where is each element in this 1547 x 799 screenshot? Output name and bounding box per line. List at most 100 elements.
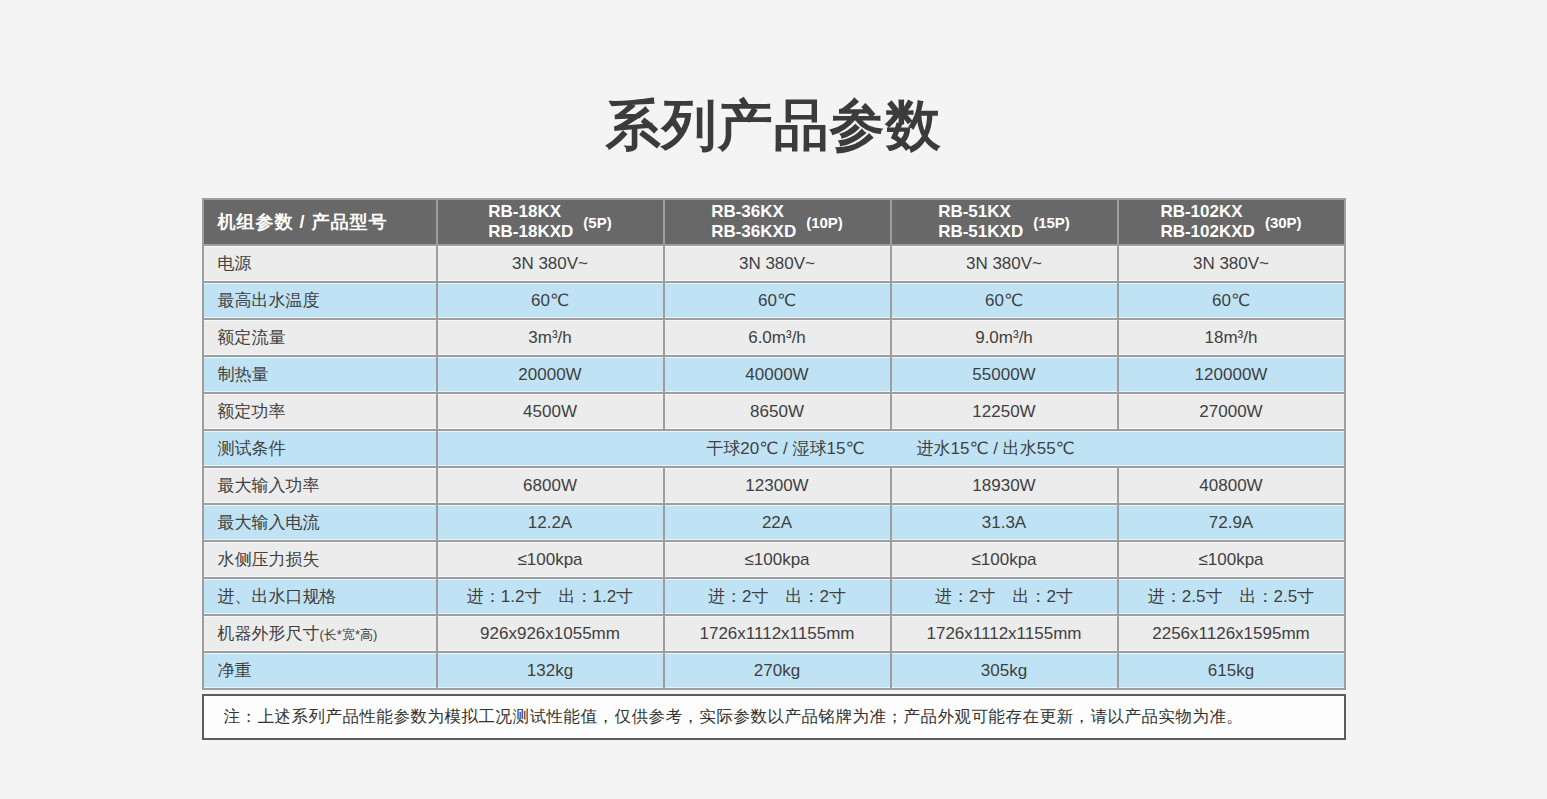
value-cell: ≤100kpa — [892, 542, 1117, 577]
table-row: 水侧压力损失≤100kpa≤100kpa≤100kpa≤100kpa — [204, 542, 1344, 577]
spec-table: 机组参数 / 产品型号 RB-18KX RB-18KXD (5P) RB-3 — [202, 198, 1346, 690]
value-cell: 12250W — [892, 394, 1117, 429]
model-name-line1: RB-51KX — [938, 202, 1023, 222]
value-cell: 270kg — [665, 653, 890, 688]
value-cell: 8650W — [665, 394, 890, 429]
value-cell: 进：2寸 出：2寸 — [665, 579, 890, 614]
table-row: 制热量20000W40000W55000W120000W — [204, 357, 1344, 392]
table-row: 测试条件 干球20℃ / 湿球15℃ 进水15℃ / 出水55℃ — [204, 431, 1344, 466]
table-row: 额定流量 3m³/h6.0m³/h9.0m³/h18m³/h — [204, 320, 1344, 355]
model-name-line2: RB-51KXD — [938, 222, 1023, 242]
row-label-cell: 最高出水温度 — [204, 283, 436, 318]
value-cell: ≤100kpa — [1119, 542, 1344, 577]
model-name-line1: RB-36KX — [711, 202, 796, 222]
row-label: 电源 — [218, 254, 252, 273]
model-name-line2: RB-18KXD — [488, 222, 573, 242]
row-label: 进、出水口规格 — [218, 587, 337, 606]
value-cell: 6.0m³/h — [665, 320, 890, 355]
table-row: 净重 132kg270kg305kg615kg — [204, 653, 1344, 688]
value-cell: 12.2A — [438, 505, 663, 540]
row-label-cell: 水侧压力损失 — [204, 542, 436, 577]
table-row: 最大输入电流 12.2A22A31.3A72.9A — [204, 505, 1344, 540]
value-cell: 18m³/h — [1119, 320, 1344, 355]
row-label: 最大输入电流 — [218, 513, 320, 532]
row-label-cell: 制热量 — [204, 357, 436, 392]
model-name-line2: RB-102KXD — [1160, 222, 1254, 242]
model-name-line1: RB-102KX — [1160, 202, 1254, 222]
header-model-cell-2: RB-36KX RB-36KXD (10P) — [665, 200, 890, 244]
row-label-cell: 最大输入功率 — [204, 468, 436, 503]
model-power-rating: (5P) — [583, 214, 611, 231]
value-cell: 72.9A — [1119, 505, 1344, 540]
merged-value-part: 干球20℃ / 湿球15℃ — [706, 439, 864, 458]
value-cell: ≤100kpa — [438, 542, 663, 577]
value-cell: 132kg — [438, 653, 663, 688]
model-name-line2: RB-36KXD — [711, 222, 796, 242]
value-cell: 进：2.5寸 出：2.5寸 — [1119, 579, 1344, 614]
row-label: 水侧压力损失 — [218, 550, 320, 569]
note-text: 注：上述系列产品性能参数为模拟工况测试性能值，仅供参考，实际参数以产品铭牌为准；… — [224, 706, 1244, 728]
value-cell: 22A — [665, 505, 890, 540]
row-label-cell: 机器外形尺寸(长*宽*高) — [204, 616, 436, 651]
value-cell: 926x926x1055mm — [438, 616, 663, 651]
table-row: 电源3N 380V~3N 380V~3N 380V~3N 380V~ — [204, 246, 1344, 281]
value-cell: 55000W — [892, 357, 1117, 392]
value-cell: 615kg — [1119, 653, 1344, 688]
value-cell: 3m³/h — [438, 320, 663, 355]
value-cell: 3N 380V~ — [1119, 246, 1344, 281]
value-cell: 9.0m³/h — [892, 320, 1117, 355]
row-label-cell: 最大输入电流 — [204, 505, 436, 540]
header-model-cell-3: RB-51KX RB-51KXD (15P) — [892, 200, 1117, 244]
header-label-cell: 机组参数 / 产品型号 — [204, 200, 436, 244]
header-model-cell-4: RB-102KX RB-102KXD (30P) — [1119, 200, 1344, 244]
value-cell: 进：1.2寸 出：1.2寸 — [438, 579, 663, 614]
row-label: 净重 — [218, 661, 252, 680]
value-cell: 1726x1112x1155mm — [892, 616, 1117, 651]
table-row: 最高出水温度60℃60℃60℃60℃ — [204, 283, 1344, 318]
value-cell: 1726x1112x1155mm — [665, 616, 890, 651]
value-cell: 20000W — [438, 357, 663, 392]
value-cell: 120000W — [1119, 357, 1344, 392]
row-label-cell: 电源 — [204, 246, 436, 281]
value-cell: 6800W — [438, 468, 663, 503]
value-cell: 305kg — [892, 653, 1117, 688]
value-cell: 3N 380V~ — [892, 246, 1117, 281]
header-label: 机组参数 / 产品型号 — [204, 210, 436, 234]
value-cell: 27000W — [1119, 394, 1344, 429]
note-box: 注：上述系列产品性能参数为模拟工况测试性能值，仅供参考，实际参数以产品铭牌为准；… — [202, 694, 1346, 740]
model-name-line1: RB-18KX — [488, 202, 573, 222]
spec-table-head: 机组参数 / 产品型号 RB-18KX RB-18KXD (5P) RB-3 — [204, 200, 1344, 244]
value-cell: 40800W — [1119, 468, 1344, 503]
value-cell: 4500W — [438, 394, 663, 429]
row-label: 额定功率 — [218, 402, 286, 421]
model-power-rating: (10P) — [806, 214, 843, 231]
row-label: 额定流量 — [218, 328, 286, 347]
table-row: 机器外形尺寸(长*宽*高)926x926x1055mm1726x1112x115… — [204, 616, 1344, 651]
value-cell: 60℃ — [665, 283, 890, 318]
merged-value-part: 进水15℃ / 出水55℃ — [917, 439, 1075, 458]
row-label: 制热量 — [218, 365, 269, 384]
value-cell: 60℃ — [892, 283, 1117, 318]
spec-table-body: 电源3N 380V~3N 380V~3N 380V~3N 380V~最高出水温度… — [204, 246, 1344, 688]
value-cell: 60℃ — [1119, 283, 1344, 318]
row-label-cell: 进、出水口规格 — [204, 579, 436, 614]
page-title: 系列产品参数 — [0, 0, 1547, 158]
value-cell: 60℃ — [438, 283, 663, 318]
value-cell: ≤100kpa — [665, 542, 890, 577]
value-cell: 3N 380V~ — [438, 246, 663, 281]
table-row: 额定功率 4500W8650W12250W27000W — [204, 394, 1344, 429]
merged-value-cell: 干球20℃ / 湿球15℃ 进水15℃ / 出水55℃ — [438, 431, 1344, 466]
value-cell: 12300W — [665, 468, 890, 503]
model-power-rating: (15P) — [1033, 214, 1070, 231]
row-label: 测试条件 — [218, 439, 286, 458]
table-row: 进、出水口规格进：1.2寸 出：1.2寸进：2寸 出：2寸进：2寸 出：2寸进：… — [204, 579, 1344, 614]
row-label-cell: 额定流量 — [204, 320, 436, 355]
value-cell: 进：2寸 出：2寸 — [892, 579, 1117, 614]
row-label: 最高出水温度 — [218, 291, 320, 310]
value-cell: 31.3A — [892, 505, 1117, 540]
header-model-cell-1: RB-18KX RB-18KXD (5P) — [438, 200, 663, 244]
value-cell: 2256x1126x1595mm — [1119, 616, 1344, 651]
row-label-cell: 测试条件 — [204, 431, 436, 466]
row-label: 机器外形尺寸 — [218, 624, 320, 643]
row-label-cell: 净重 — [204, 653, 436, 688]
